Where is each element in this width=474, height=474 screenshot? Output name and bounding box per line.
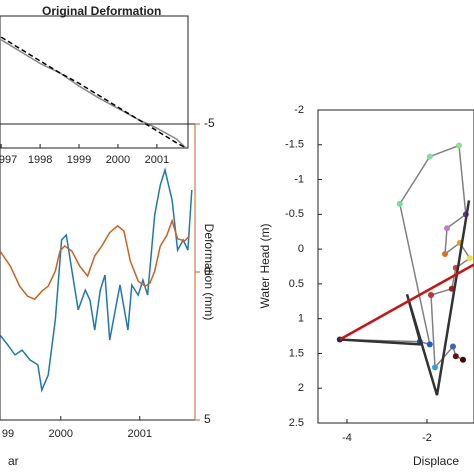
y-tick-label: 1.5 <box>289 347 304 359</box>
point <box>450 343 456 350</box>
x-tick-label: 1998 <box>28 154 52 166</box>
plot-area <box>0 36 187 148</box>
x-tick-label: 2000 <box>49 428 73 440</box>
point <box>466 255 473 262</box>
series-line <box>0 218 191 301</box>
plot-frame <box>0 123 196 421</box>
plot-frame <box>0 15 189 149</box>
point <box>460 356 466 363</box>
x-axis-label: Displace <box>413 454 459 468</box>
x-axis-label: ar <box>8 454 19 468</box>
y2-tick-label: -5 <box>204 116 215 130</box>
x-tick-label: 2001 <box>145 154 169 166</box>
y-tick-label: -1 <box>294 173 304 185</box>
x-tick-label: -2 <box>422 432 432 444</box>
y-tick-label: 0.5 <box>289 278 304 290</box>
series-line <box>339 263 474 341</box>
point <box>432 364 438 371</box>
y2-axis-label: Deformation (mm) <box>202 224 216 321</box>
y-tick-label: 2 <box>298 382 304 394</box>
x-tick-label: 1999 <box>67 154 91 166</box>
point <box>444 225 450 232</box>
x-tick-label: 997 <box>0 154 17 166</box>
chart-title: Original Deformation <box>42 4 161 18</box>
series-line <box>0 167 193 393</box>
series-line <box>339 200 471 396</box>
y-tick-label: 2.5 <box>289 417 304 429</box>
point <box>428 292 434 299</box>
series-line <box>339 144 471 370</box>
plot-area <box>336 142 474 396</box>
x-tick-label: 2001 <box>127 428 151 440</box>
series-line <box>0 39 187 148</box>
x-tick-label: -4 <box>342 432 352 444</box>
y-axis-label: Water Head (m) <box>258 224 272 309</box>
point <box>456 142 462 149</box>
y-tick-label: 1 <box>298 313 304 325</box>
point <box>426 341 433 348</box>
point <box>452 353 459 360</box>
point <box>396 200 403 207</box>
y-tick-label: 0 <box>298 243 304 255</box>
y-tick-label: -1.5 <box>285 139 304 151</box>
series-line <box>0 36 187 148</box>
x-tick-label: 99 <box>2 428 14 440</box>
y-tick-label: -0.5 <box>285 208 304 220</box>
x-tick-label: 2000 <box>106 154 130 166</box>
y2-tick-label: 5 <box>204 412 211 426</box>
point <box>426 153 433 160</box>
point <box>442 250 448 257</box>
plot-frame <box>317 109 474 424</box>
y2-tick-label: 0 <box>204 264 211 278</box>
plot-area <box>0 167 193 393</box>
y-tick-label: -2 <box>294 104 304 116</box>
